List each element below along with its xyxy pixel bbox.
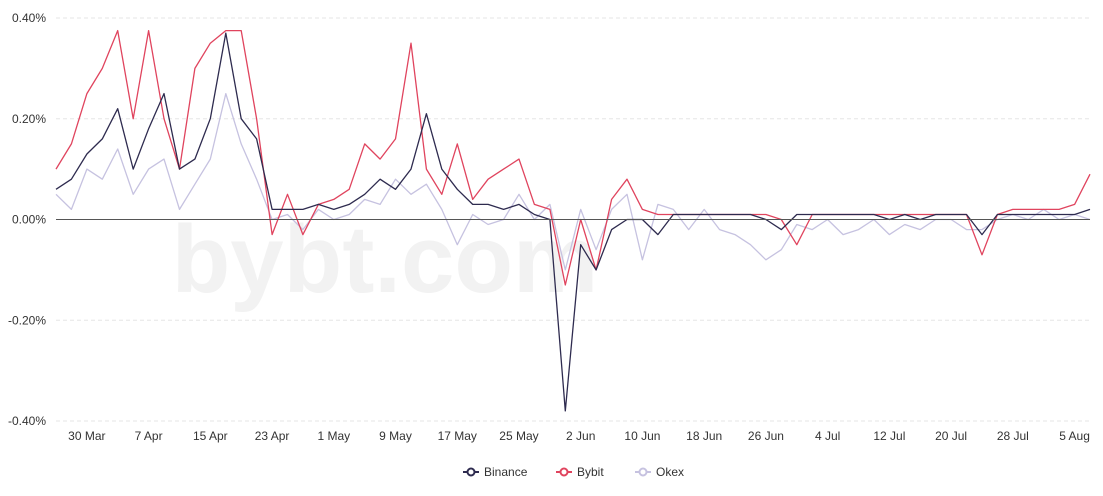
x-tick-label: 26 Jun: [748, 429, 784, 443]
y-tick-label: 0.20%: [12, 112, 46, 126]
series-line-okex: [55, 92, 1091, 271]
series-layer: [55, 29, 1091, 412]
y-tick-label: 0.00%: [12, 213, 46, 227]
series-line-binance: [55, 32, 1091, 412]
legend-dot-marker: [559, 467, 569, 477]
y-tick-label: -0.20%: [8, 313, 46, 327]
x-tick-label: 20 Jul: [935, 429, 967, 443]
x-tick-label: 7 Apr: [135, 429, 163, 443]
x-tick-label: 12 Jul: [873, 429, 905, 443]
legend-item-bybit[interactable]: Bybit: [556, 465, 604, 479]
x-tick-label: 2 Jun: [566, 429, 595, 443]
x-tick-label: 1 May: [317, 429, 350, 443]
grid-layer: [56, 17, 1090, 422]
legend-dot-marker: [466, 467, 476, 477]
legend-item-binance[interactable]: Binance: [463, 465, 528, 479]
x-tick-label: 17 May: [438, 429, 477, 443]
legend: Binance Bybit Okex: [463, 465, 684, 479]
x-tick-label: 18 Jun: [686, 429, 722, 443]
x-tick-label: 30 Mar: [68, 429, 105, 443]
watermark-text: bybt.com: [172, 206, 599, 313]
legend-label: Binance: [484, 465, 528, 479]
series-line-bybit: [55, 29, 1091, 286]
x-tick-label: 15 Apr: [193, 429, 228, 443]
x-axis-ticks: 30 Mar 7 Apr 15 Apr 23 Apr 1 May 9 May 17 May 2…: [68, 429, 1090, 443]
x-tick-label: 9 May: [379, 429, 412, 443]
x-tick-label: 25 May: [499, 429, 538, 443]
y-tick-label: -0.40%: [8, 414, 46, 428]
y-tick-label: 0.40%: [12, 11, 46, 25]
x-tick-label: 23 Apr: [255, 429, 290, 443]
legend-label: Bybit: [577, 465, 604, 479]
legend-label: Okex: [656, 465, 684, 479]
legend-dot-marker: [638, 467, 648, 477]
x-tick-label: 4 Jul: [815, 429, 840, 443]
x-tick-label: 5 Aug: [1059, 429, 1090, 443]
y-axis-ticks: 0.40% 0.20% 0.00% -0.20% -0.40%: [8, 11, 46, 428]
x-tick-label: 28 Jul: [997, 429, 1029, 443]
legend-item-okex[interactable]: Okex: [635, 465, 684, 479]
x-tick-label: 10 Jun: [624, 429, 660, 443]
